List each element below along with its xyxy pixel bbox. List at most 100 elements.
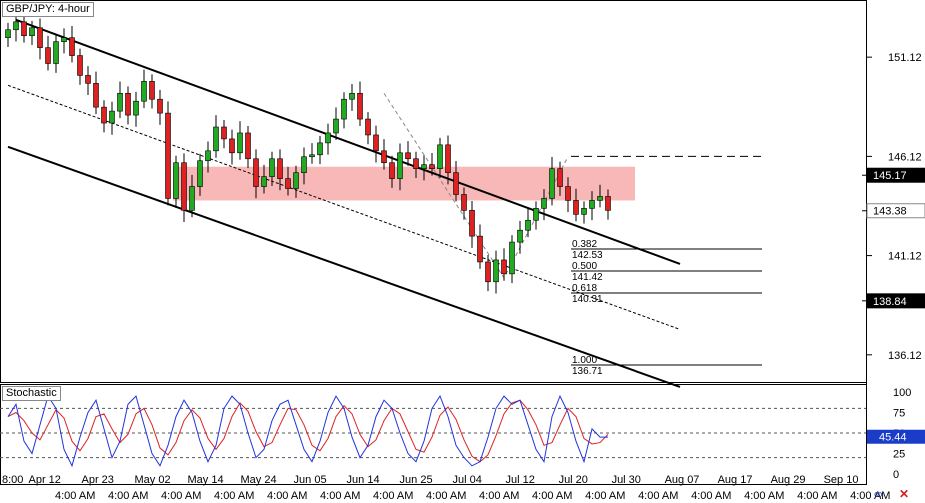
link-icon[interactable]: ∞ [874,487,883,501]
x-tick-label: Jun 05 [294,474,327,486]
candle-body [461,194,467,211]
candle-body [133,100,139,116]
x-tick-label: May 14 [188,474,224,486]
candle-body [557,168,563,187]
candle-body [13,21,19,31]
price-label: 145.17 [873,170,907,182]
candle-body [189,186,195,211]
candle-body [525,219,531,231]
x-tick-label: 4:00 AM [320,490,360,502]
candle-body [5,29,11,39]
close-icon[interactable]: ✕ [899,487,910,501]
channel-middle-line [7,84,681,330]
channel-upper-line [15,18,681,265]
y-tick-label: 151.12 [888,52,922,64]
candle-body [77,55,83,76]
candle-body [213,126,219,152]
stochastic-frame [0,384,867,485]
candle-body [237,132,243,154]
stoch-current-box [867,429,925,444]
x-tick-label: Jul 20 [559,474,588,486]
candle-body [117,92,123,112]
candle-body [301,156,307,173]
x-tick-label: 4:00 AM [426,490,466,502]
candle-body [261,176,267,187]
x-tick-label: Sep 10 [824,474,859,486]
candle-body [589,200,595,209]
candle-body [317,142,323,156]
candle-body [533,208,539,221]
fib-price-label: 141.42 [572,272,603,283]
x-tick-label: 4:00 AM [373,490,413,502]
x-tick-label: May 24 [241,474,277,486]
x-tick-label: 4:00 AM [744,490,784,502]
x-tick-label: 4:00 AM [850,490,890,502]
candle-body [173,162,179,199]
candle-body [277,158,283,179]
candle-body [445,144,451,173]
candle-body [509,241,515,275]
candle-body [141,81,147,102]
x-tick-label: 4:00 AM [214,490,254,502]
candle-body [101,106,107,124]
candle-body [109,110,115,124]
candle-body [373,134,379,152]
candle-body [285,178,291,189]
candle-body [501,259,507,275]
x-tick-label: May 02 [135,474,171,486]
x-tick-label: 4:00 AM [55,490,95,502]
fib-ratio-label: 0.618 [572,283,597,294]
candle-body [165,112,171,199]
y-tick-label: 136.12 [888,350,922,362]
candle-body [269,158,275,177]
candle-body [85,75,91,84]
fib-ratio-label: 0.500 [572,261,597,272]
candle-body [573,200,579,215]
candle-body [389,162,395,179]
candle-body [357,92,363,120]
x-tick-label: 4:00 AM [267,490,307,502]
y-tick-label: 141.12 [888,251,922,263]
candle-body [493,259,499,283]
candle-body [69,37,75,56]
candle-body [485,261,491,283]
fib-price-label: 136.71 [572,366,603,377]
x-tick-label: Jul 30 [612,474,641,486]
candle-body [21,21,27,37]
stoch-y-label: 25 [893,449,905,461]
candle-body [341,98,347,120]
fib-price-label: 140.31 [572,294,603,305]
fib-price-label: 142.53 [572,250,603,261]
x-tick-label: Jun 25 [400,474,433,486]
candle-body [37,27,43,48]
fib-ratio-label: 1.000 [572,355,597,366]
candle-body [157,98,163,114]
x-tick-label: Jul 12 [506,474,535,486]
candle-body [605,196,611,211]
channel-lower-line [7,145,681,388]
candle-body [197,160,203,187]
candle-body [149,81,155,100]
stoch-y-label: 100 [893,387,911,399]
x-tick-label: Aug 29 [771,474,806,486]
candle-body [421,164,427,169]
y-tick-label: 146.12 [888,151,922,163]
candle-body [253,158,259,187]
candle-body [517,229,523,243]
x-tick-label: 4:00 AM [108,490,148,502]
candle-body [597,196,603,201]
candle-body [413,158,419,169]
candle-body [453,172,459,195]
x-tick-label: 4:00 AM [797,490,837,502]
x-tick-label: Jun 14 [347,474,380,486]
candle-body [549,168,555,199]
stoch-y-label: 75 [893,408,905,420]
candle-body [397,152,403,179]
fib-ratio-label: 0.382 [572,239,597,250]
x-tick-label: 4:00 AM [691,490,731,502]
x-tick-label: 8:00 [2,474,23,486]
candle-body [125,92,131,116]
candle-body [29,27,35,37]
candle-body [429,164,435,169]
